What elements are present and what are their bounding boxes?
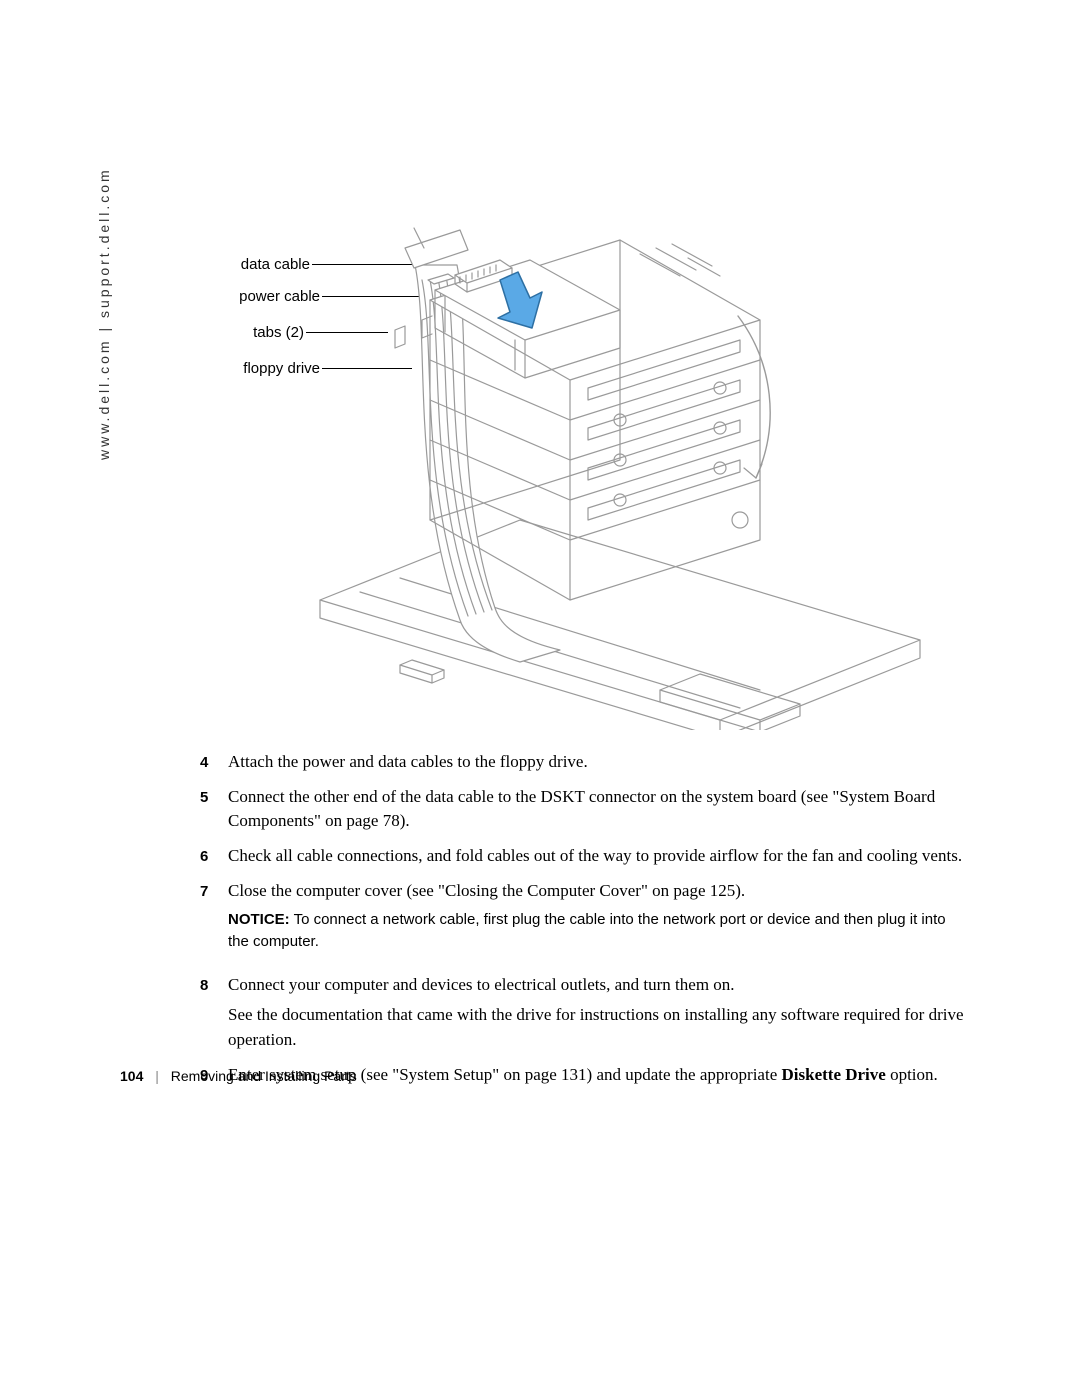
- diagram-svg: [200, 220, 940, 730]
- step-number: 8: [200, 973, 228, 1053]
- notice-text: To connect a network cable, first plug t…: [228, 911, 946, 950]
- footer-separator: |: [155, 1068, 159, 1084]
- section-title: Removing and Installing Parts: [171, 1068, 357, 1084]
- step-number: 7: [200, 879, 228, 963]
- step-body: Connect your computer and devices to ele…: [228, 973, 970, 1053]
- step-number: 4: [200, 750, 228, 775]
- step-text-bold: Diskette Drive: [782, 1065, 886, 1084]
- step-8: 8 Connect your computer and devices to e…: [200, 973, 970, 1053]
- step-body: Close the computer cover (see "Closing t…: [228, 879, 970, 963]
- side-url-text: www.dell.com | support.dell.com: [96, 167, 112, 460]
- step-number: 5: [200, 785, 228, 834]
- step-number: 6: [200, 844, 228, 869]
- step-text: Attach the power and data cables to the …: [228, 750, 970, 775]
- step-7: 7 Close the computer cover (see "Closing…: [200, 879, 970, 963]
- page-number: 104: [120, 1068, 143, 1084]
- floppy-drive-diagram: data cable power cable tabs (2) floppy d…: [200, 220, 940, 730]
- step-5: 5 Connect the other end of the data cabl…: [200, 785, 970, 834]
- step-text-post: option.: [886, 1065, 938, 1084]
- step-text: Check all cable connections, and fold ca…: [228, 844, 970, 869]
- step-text: Close the computer cover (see "Closing t…: [228, 881, 745, 900]
- step-text: Connect the other end of the data cable …: [228, 785, 970, 834]
- page-content: data cable power cable tabs (2) floppy d…: [200, 220, 970, 1097]
- step-4: 4 Attach the power and data cables to th…: [200, 750, 970, 775]
- page-footer: 104 | Removing and Installing Parts: [120, 1068, 357, 1084]
- notice-label: NOTICE:: [228, 911, 290, 928]
- step-text: Connect your computer and devices to ele…: [228, 975, 735, 994]
- step-6: 6 Check all cable connections, and fold …: [200, 844, 970, 869]
- step-extra-text: See the documentation that came with the…: [228, 1003, 970, 1052]
- notice-block: NOTICE: To connect a network cable, firs…: [228, 909, 970, 953]
- steps-list: 4 Attach the power and data cables to th…: [200, 750, 970, 1087]
